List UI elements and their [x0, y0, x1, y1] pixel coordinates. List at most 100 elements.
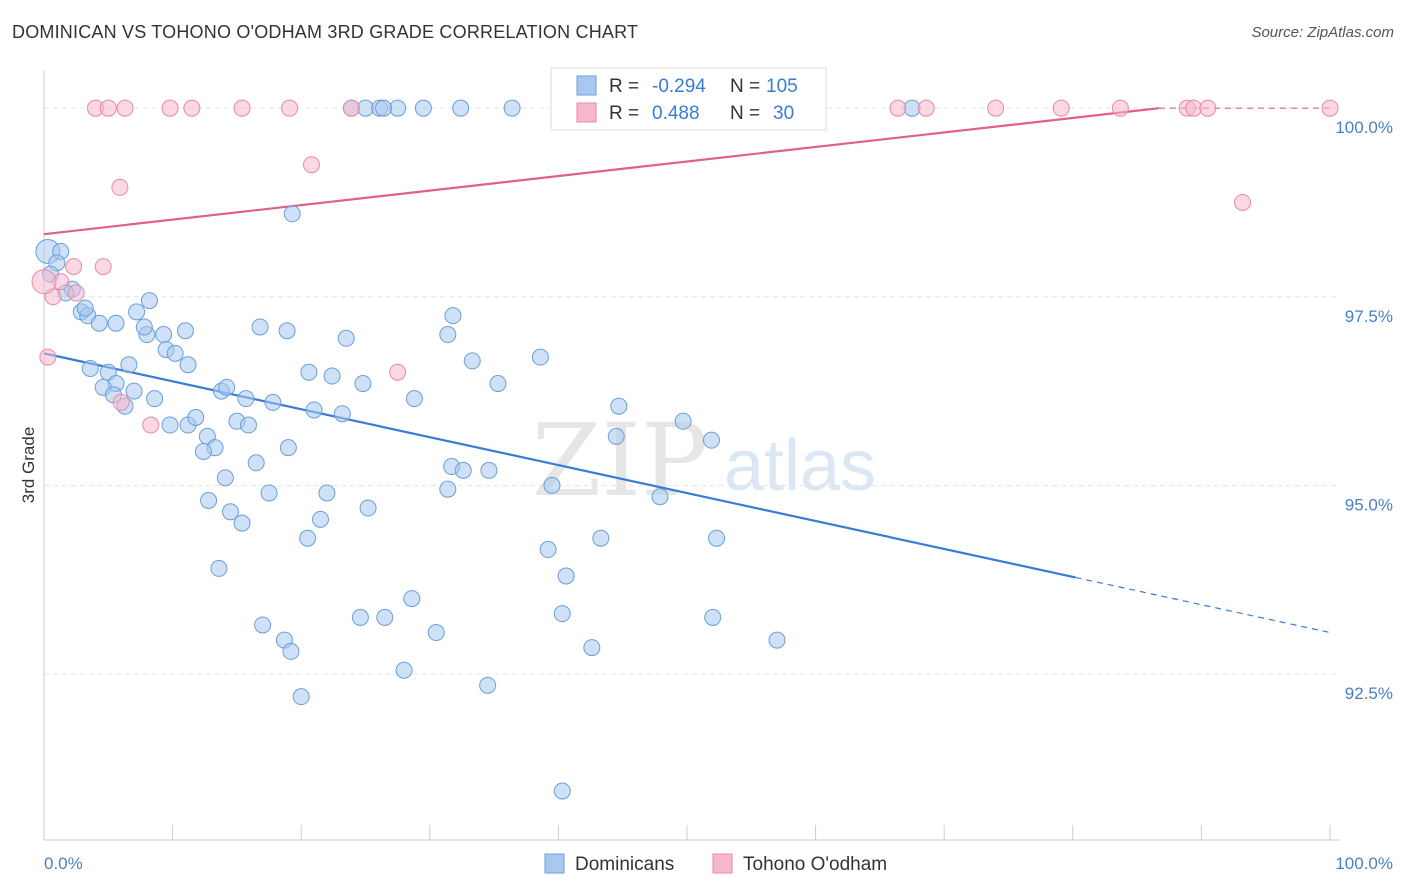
stats-r-label-1: R = — [609, 76, 639, 97]
point-s0-70 — [454, 461, 472, 479]
point-s0-35 — [239, 416, 257, 434]
point-s0-43 — [260, 484, 278, 502]
point-s1-28 — [1321, 99, 1339, 117]
point-s0-97 — [452, 99, 470, 117]
point-s0-28 — [187, 409, 205, 427]
legend-swatch-dominicans — [544, 853, 565, 874]
point-s0-79 — [539, 541, 557, 559]
point-s0-58 — [210, 559, 228, 577]
source-label: Source: ZipAtlas.com — [1251, 24, 1394, 41]
stats-n-value-2: 30 — [773, 103, 794, 124]
point-s1-26 — [1199, 99, 1217, 117]
point-s1-12 — [161, 99, 179, 117]
x-tick-label-0: 0.0% — [44, 854, 83, 873]
x-tick-label-1: 100.0% — [1335, 854, 1393, 873]
legend-label-dominicans: Dominicans — [575, 854, 674, 875]
point-s0-102 — [375, 99, 393, 117]
point-s1-5 — [67, 284, 85, 302]
point-s1-19 — [889, 99, 907, 117]
trend-lines — [43, 107, 1331, 634]
point-s0-73 — [463, 352, 481, 370]
point-s0-87 — [607, 427, 625, 445]
point-s1-14 — [233, 99, 251, 117]
point-s0-66 — [427, 624, 445, 642]
point-s0-77 — [531, 348, 549, 366]
stats-r-label-2: R = — [609, 103, 639, 124]
stats-swatch-tohono — [576, 102, 597, 123]
point-s0-38 — [247, 454, 265, 472]
point-s1-6 — [112, 393, 130, 411]
point-s0-18 — [81, 359, 99, 377]
point-s0-67 — [395, 661, 413, 679]
point-s0-17 — [179, 356, 197, 374]
point-s0-90 — [702, 431, 720, 449]
point-s1-20 — [917, 99, 935, 117]
tick-labels: 92.5% 95.0% 97.5% 100.0% 0.0% 100.0% — [44, 118, 1393, 873]
stats-n-label-1: N = — [730, 76, 760, 97]
point-s0-25 — [146, 390, 164, 408]
stats-n-value-1: 105 — [766, 76, 798, 97]
point-s0-86 — [610, 397, 628, 415]
point-s0-93 — [768, 631, 786, 649]
point-s0-105 — [120, 356, 138, 374]
point-s0-62 — [292, 688, 310, 706]
chart-title: DOMINICAN VS TOHONO O'ODHAM 3RD GRADE CO… — [12, 22, 639, 42]
point-s1-4 — [94, 258, 112, 276]
point-s0-53 — [299, 529, 317, 547]
point-s0-74 — [405, 390, 423, 408]
stats-r-value-2: 0.488 — [652, 103, 700, 124]
point-s0-71 — [480, 461, 498, 479]
stats-legend-box — [550, 67, 827, 131]
point-s0-78 — [543, 476, 561, 494]
point-s0-24 — [125, 382, 143, 400]
point-s1-16 — [302, 156, 320, 174]
y-tick-label-0: 92.5% — [1345, 684, 1393, 703]
point-s0-51 — [318, 484, 336, 502]
point-s0-36 — [237, 390, 255, 408]
point-s0-52 — [311, 510, 329, 528]
point-s0-44 — [279, 439, 297, 457]
stats-swatch-dominicans — [576, 75, 597, 96]
point-s1-0 — [39, 348, 57, 366]
watermark: ZIP atlas — [532, 402, 876, 519]
point-s1-25 — [1185, 99, 1203, 117]
point-s0-63 — [351, 608, 369, 626]
point-s1-11 — [116, 99, 134, 117]
point-s0-8 — [107, 314, 125, 332]
trend-extension-s0 — [1075, 576, 1331, 634]
point-s1-17 — [342, 99, 360, 117]
point-s1-22 — [1052, 99, 1070, 117]
point-s0-40 — [200, 491, 218, 509]
point-s0-76 — [439, 326, 457, 344]
point-s0-47 — [305, 401, 323, 419]
point-s0-10 — [140, 292, 158, 310]
point-s0-59 — [254, 616, 272, 634]
point-s1-29 — [31, 269, 57, 295]
point-s0-89 — [674, 412, 692, 430]
point-s0-80 — [557, 567, 575, 585]
point-s0-88 — [651, 488, 669, 506]
point-s0-26 — [161, 416, 179, 434]
point-s0-31 — [194, 442, 212, 460]
point-s0-37 — [264, 393, 282, 411]
stats-legend: R = -0.294 N = 105 R = 0.488 N = 30 — [550, 67, 827, 131]
point-s1-7 — [142, 416, 160, 434]
point-s0-7 — [90, 314, 108, 332]
point-s0-39 — [216, 469, 234, 487]
point-s0-12 — [135, 318, 153, 336]
point-s1-13 — [183, 99, 201, 117]
point-s0-45 — [300, 363, 318, 381]
y-tick-label-1: 95.0% — [1345, 495, 1393, 514]
point-s0-13 — [155, 326, 173, 344]
point-s0-85 — [592, 529, 610, 547]
point-s0-81 — [553, 605, 571, 623]
y-tick-label-2: 97.5% — [1345, 307, 1393, 326]
point-s0-82 — [583, 639, 601, 657]
point-s0-98 — [503, 99, 521, 117]
y-tick-label-3: 100.0% — [1335, 118, 1393, 137]
point-s0-69 — [439, 480, 457, 498]
legend-label-tohono: Tohono O'odham — [743, 854, 887, 875]
point-s1-15 — [281, 99, 299, 117]
point-s0-61 — [282, 642, 300, 660]
point-s0-56 — [251, 318, 269, 336]
